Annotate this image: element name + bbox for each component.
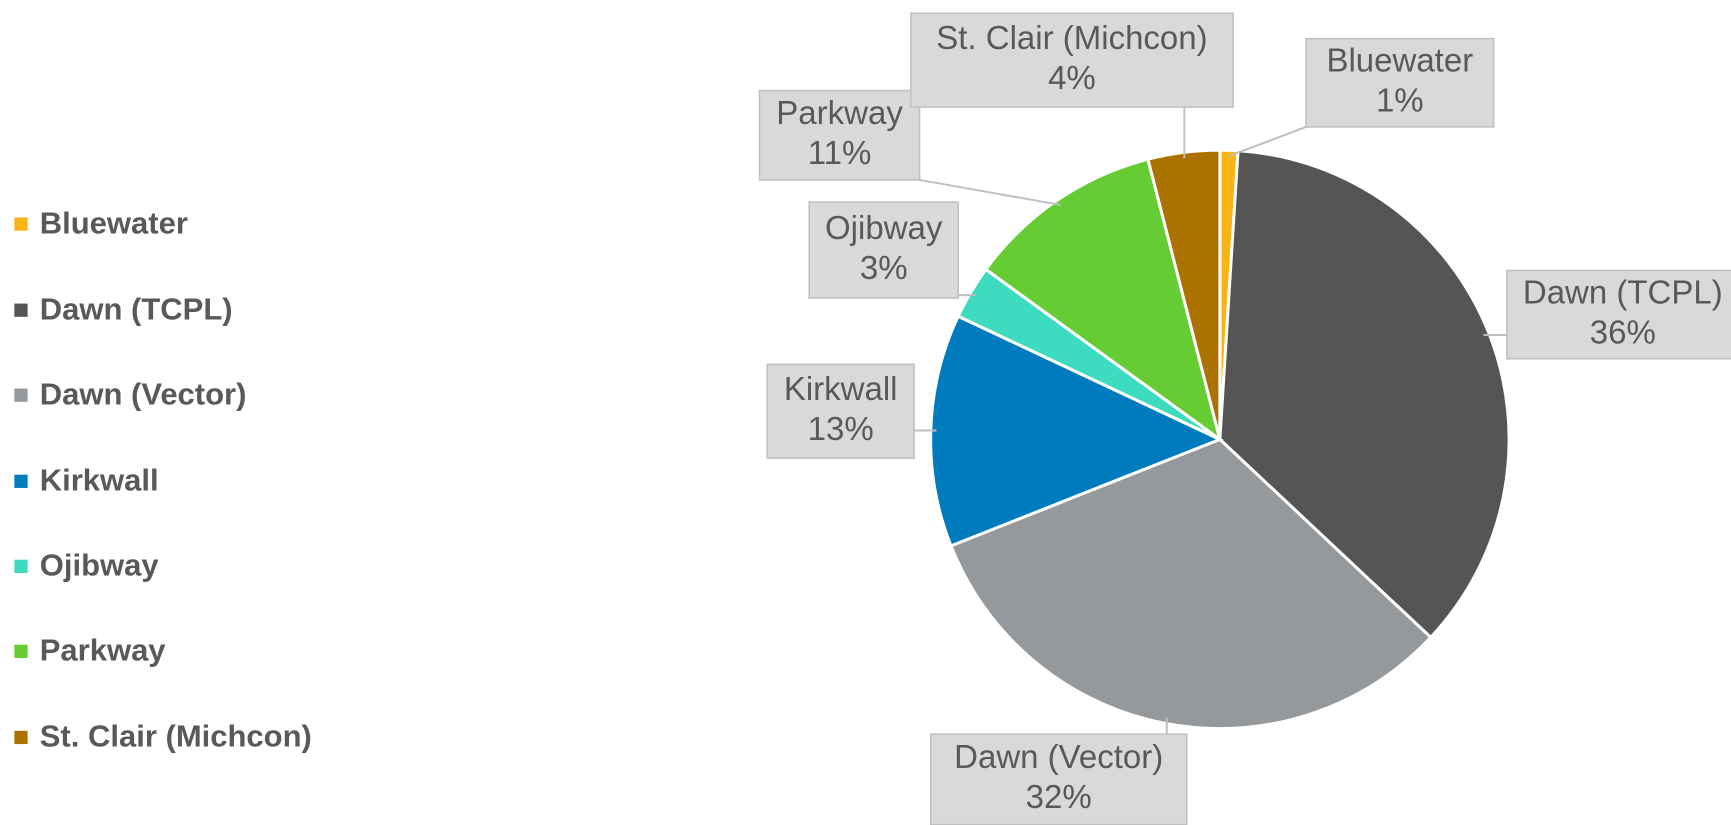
data-label-value: 36%	[1590, 313, 1656, 350]
label-box	[1506, 269, 1731, 360]
leader-line	[919, 178, 1061, 206]
data-label-value: 3%	[860, 249, 908, 286]
label-box	[1305, 37, 1495, 128]
legend-label: St. Clair (Michcon)	[40, 719, 312, 754]
legend-swatch	[14, 644, 28, 658]
data-label-name: Parkway	[776, 94, 903, 131]
legend-swatch	[14, 559, 28, 573]
data-label-value: 32%	[1026, 778, 1092, 815]
leader-line	[1228, 126, 1307, 157]
label-box	[808, 201, 959, 299]
label-box	[758, 89, 921, 181]
data-label-name: Bluewater	[1326, 42, 1473, 79]
legend-swatch	[14, 217, 28, 231]
legend-swatch	[14, 388, 28, 402]
data-label-name: Kirkwall	[784, 370, 898, 407]
legend-swatch	[14, 303, 28, 317]
pie-slice	[983, 157, 1223, 444]
data-label-value: 4%	[1048, 59, 1096, 96]
data-label-name: St. Clair (Michcon)	[936, 19, 1207, 56]
data-label-name: Dawn (TCPL)	[1523, 273, 1723, 310]
data-label-name: Ojibway	[825, 209, 943, 246]
legend-label: Parkway	[40, 633, 167, 668]
pie-slice	[948, 437, 1433, 731]
data-label-value: 11%	[808, 134, 872, 171]
legend-label: Dawn (Vector)	[40, 376, 247, 411]
legend-swatch	[14, 474, 28, 488]
legend-label: Kirkwall	[40, 463, 159, 498]
legend-label: Dawn (TCPL)	[40, 291, 233, 326]
data-label-value: 13%	[808, 410, 874, 447]
label-box	[766, 363, 915, 459]
data-label-value: 1%	[1376, 82, 1424, 119]
legend-label: Bluewater	[40, 205, 188, 240]
pie-slice	[1218, 149, 1511, 640]
data-label-name: Dawn (Vector)	[954, 738, 1163, 775]
label-box	[910, 12, 1234, 108]
legend-label: Ojibway	[40, 548, 160, 583]
legend-swatch	[14, 730, 28, 745]
